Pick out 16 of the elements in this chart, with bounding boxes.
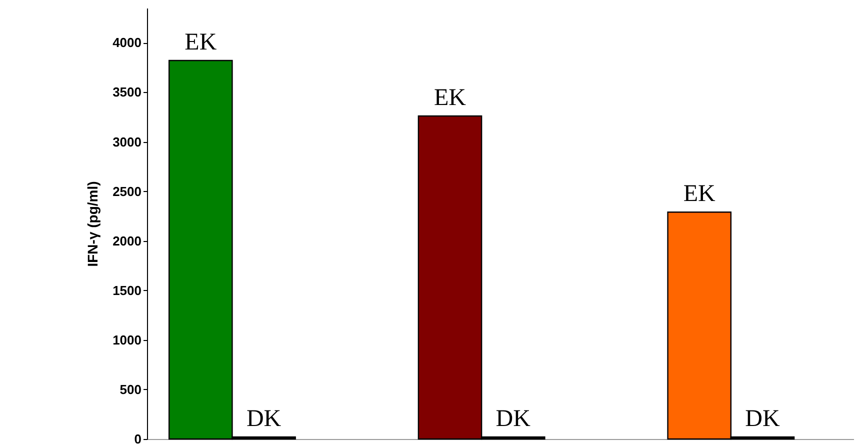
x-tick-label: DK — [745, 406, 780, 432]
y-axis-title: IFN-γ (pg/ml) — [84, 181, 101, 267]
y-tick-label: 2500 — [112, 184, 142, 199]
y-tick-label: 0 — [134, 432, 142, 445]
y-tick-label: 3000 — [112, 134, 142, 150]
x-tick-label: EK — [683, 181, 716, 208]
x-tick-label: DK — [496, 406, 532, 432]
x-tick-label: EK — [184, 30, 218, 56]
x-tick-label: DK — [246, 406, 282, 432]
x-tick-label: EK — [434, 85, 467, 111]
y-tick-label: 2000 — [112, 233, 142, 248]
y-tick-label: 3500 — [112, 84, 142, 100]
y-tick-label: 500 — [120, 382, 142, 397]
y-tick-label: 1500 — [112, 282, 142, 298]
y-tick-label: 1000 — [112, 332, 142, 348]
y-tick-label: 4000 — [112, 35, 142, 50]
